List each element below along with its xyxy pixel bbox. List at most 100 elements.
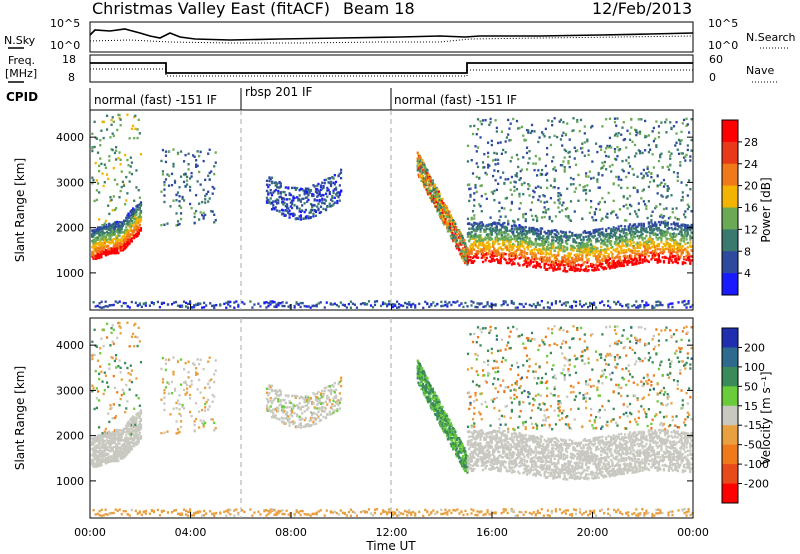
echo-cell xyxy=(650,172,653,176)
echo-cell xyxy=(502,241,505,244)
echo-cell xyxy=(339,171,343,174)
echo-cell xyxy=(589,239,593,242)
echo-cell xyxy=(317,202,320,206)
echo-cell xyxy=(295,301,298,304)
echo-cell xyxy=(528,303,531,307)
echo-cell xyxy=(540,244,544,247)
echo-cell xyxy=(514,239,517,243)
echo-cell xyxy=(625,234,628,237)
echo-cell xyxy=(136,220,139,223)
echo-cell xyxy=(622,251,625,254)
echo-cell xyxy=(504,215,507,218)
echo-cell xyxy=(537,169,540,172)
echo-cell xyxy=(478,239,481,242)
colorbar-swatch xyxy=(722,207,738,230)
echo-cell xyxy=(311,204,314,207)
echo-cell xyxy=(268,176,271,180)
echo-cell xyxy=(554,169,558,172)
echo-cell xyxy=(499,255,502,258)
echo-cell xyxy=(111,209,114,212)
echo-cell xyxy=(101,224,104,227)
echo-cell xyxy=(650,251,653,254)
echo-cell xyxy=(537,232,540,236)
echo-cell xyxy=(128,239,131,242)
echo-cell xyxy=(118,196,121,199)
echo-cell xyxy=(635,152,638,155)
echo-cell xyxy=(515,230,519,234)
echo-cell xyxy=(607,146,610,149)
echo-cell xyxy=(586,139,589,143)
echo-cell xyxy=(610,234,613,237)
echo-cell xyxy=(469,233,472,236)
echo-cell xyxy=(669,253,672,256)
echo-cell xyxy=(669,249,672,253)
echo-cell xyxy=(523,259,526,263)
echo-cell xyxy=(665,233,668,236)
echo-cell xyxy=(547,252,550,256)
echo-cell xyxy=(636,244,639,247)
echo-cell xyxy=(436,201,440,204)
echo-cell xyxy=(566,122,569,125)
echo-cell xyxy=(654,232,657,235)
echo-cell xyxy=(118,300,121,303)
echo-cell xyxy=(505,261,509,264)
colorbar-swatch xyxy=(722,185,738,208)
echo-cell xyxy=(637,245,640,249)
echo-cell xyxy=(479,228,482,231)
echo-cell xyxy=(533,191,536,194)
echo-cell xyxy=(638,151,642,155)
echo-cell xyxy=(518,246,521,250)
echo-cell xyxy=(686,194,689,197)
colorbar-tick-label: 8 xyxy=(744,245,751,258)
echo-cell xyxy=(493,254,496,258)
echo-cell xyxy=(515,119,519,123)
echo-cell xyxy=(100,245,103,249)
echo-cell xyxy=(476,224,480,228)
echo-cell xyxy=(128,306,131,309)
echo-cell xyxy=(311,194,314,198)
echo-cell xyxy=(313,185,316,188)
echo-cell xyxy=(674,235,677,238)
echo-cell xyxy=(144,304,147,307)
echo-cell xyxy=(625,303,628,307)
echo-cell xyxy=(100,227,103,230)
echo-cell xyxy=(690,255,693,258)
echo-cell xyxy=(686,144,689,147)
echo-cell xyxy=(476,246,480,250)
echo-cell xyxy=(505,226,509,230)
echo-cell xyxy=(628,244,632,247)
echo-cell xyxy=(544,232,547,235)
echo-cell xyxy=(448,220,451,223)
echo-cell xyxy=(574,149,578,153)
echo-cell xyxy=(662,250,666,253)
echo-cell xyxy=(605,168,608,171)
echo-cell xyxy=(332,191,335,195)
echo-cell xyxy=(469,251,472,254)
echo-cell xyxy=(316,188,319,191)
echo-cell xyxy=(610,261,613,265)
echo-cell xyxy=(595,142,598,145)
echo-cell xyxy=(455,239,459,242)
echo-cell xyxy=(564,270,568,273)
echo-cell xyxy=(685,183,688,187)
echo-cell xyxy=(163,223,166,226)
echo-cell xyxy=(338,172,341,176)
echo-cell xyxy=(586,238,589,242)
echo-cell xyxy=(533,264,536,267)
echo-cell xyxy=(660,194,663,197)
echo-cell xyxy=(135,222,138,225)
echo-cell xyxy=(270,208,274,211)
echo-cell xyxy=(514,250,517,254)
echo-cell xyxy=(490,190,493,194)
echo-cell xyxy=(287,207,290,210)
echo-cell xyxy=(471,172,475,175)
echo-cell xyxy=(251,306,254,309)
echo-cell xyxy=(120,170,123,173)
echo-cell xyxy=(602,239,605,242)
echo-cell xyxy=(595,255,598,259)
echo-cell xyxy=(96,151,100,154)
echo-cell xyxy=(659,203,662,206)
echo-cell xyxy=(128,223,131,226)
echo-cell xyxy=(557,194,560,198)
echo-cell xyxy=(481,224,485,227)
